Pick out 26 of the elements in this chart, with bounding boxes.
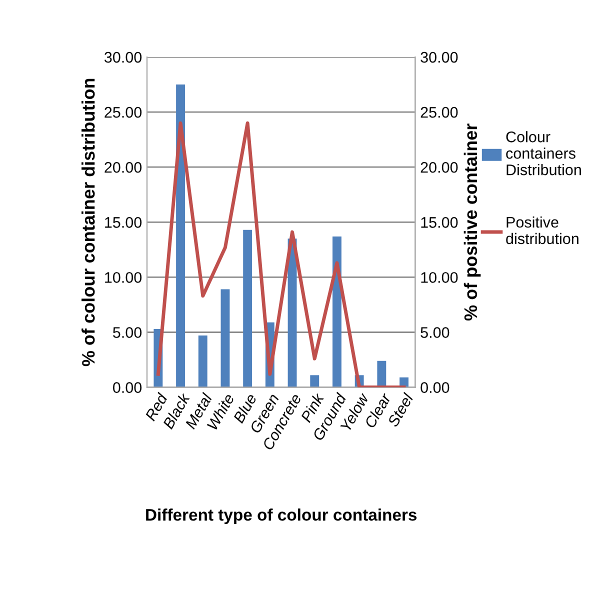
bar bbox=[310, 375, 320, 388]
y2-tick-label: 10.00 bbox=[421, 272, 458, 283]
y2-axis-title: % of positive container bbox=[464, 124, 481, 321]
y2-tick-label: 30.00 bbox=[420, 52, 458, 63]
y2-tick-label: 25.00 bbox=[420, 106, 458, 118]
y-tick-label: 20.00 bbox=[104, 162, 142, 173]
y-tick-label: 10.00 bbox=[105, 272, 142, 283]
y2-tick-label: 20.00 bbox=[420, 162, 458, 173]
y2-tick-label: 15.00 bbox=[421, 217, 458, 228]
line-series bbox=[156, 121, 406, 388]
bar bbox=[220, 289, 230, 388]
legend-label: Colour containers Distribution bbox=[506, 131, 581, 176]
bar bbox=[198, 336, 208, 388]
bar bbox=[377, 360, 386, 388]
bar bbox=[243, 230, 252, 388]
y-tick-label: 15.00 bbox=[105, 217, 142, 228]
y-tick-label: 0.00 bbox=[113, 382, 142, 393]
bar bbox=[176, 84, 185, 388]
legend-label: Positive distribution bbox=[506, 216, 578, 244]
y2-tick-label: 0.00 bbox=[420, 382, 450, 393]
y2-tick-label: 5.00 bbox=[420, 327, 450, 338]
y-tick-label: 30.00 bbox=[104, 52, 142, 63]
x-axis-title: Different type of colour containers bbox=[146, 508, 417, 524]
y-axis-title: % of colour container distribution bbox=[82, 78, 95, 366]
y-tick-label: 25.00 bbox=[104, 106, 142, 118]
y-tick-label: 5.00 bbox=[113, 327, 142, 338]
